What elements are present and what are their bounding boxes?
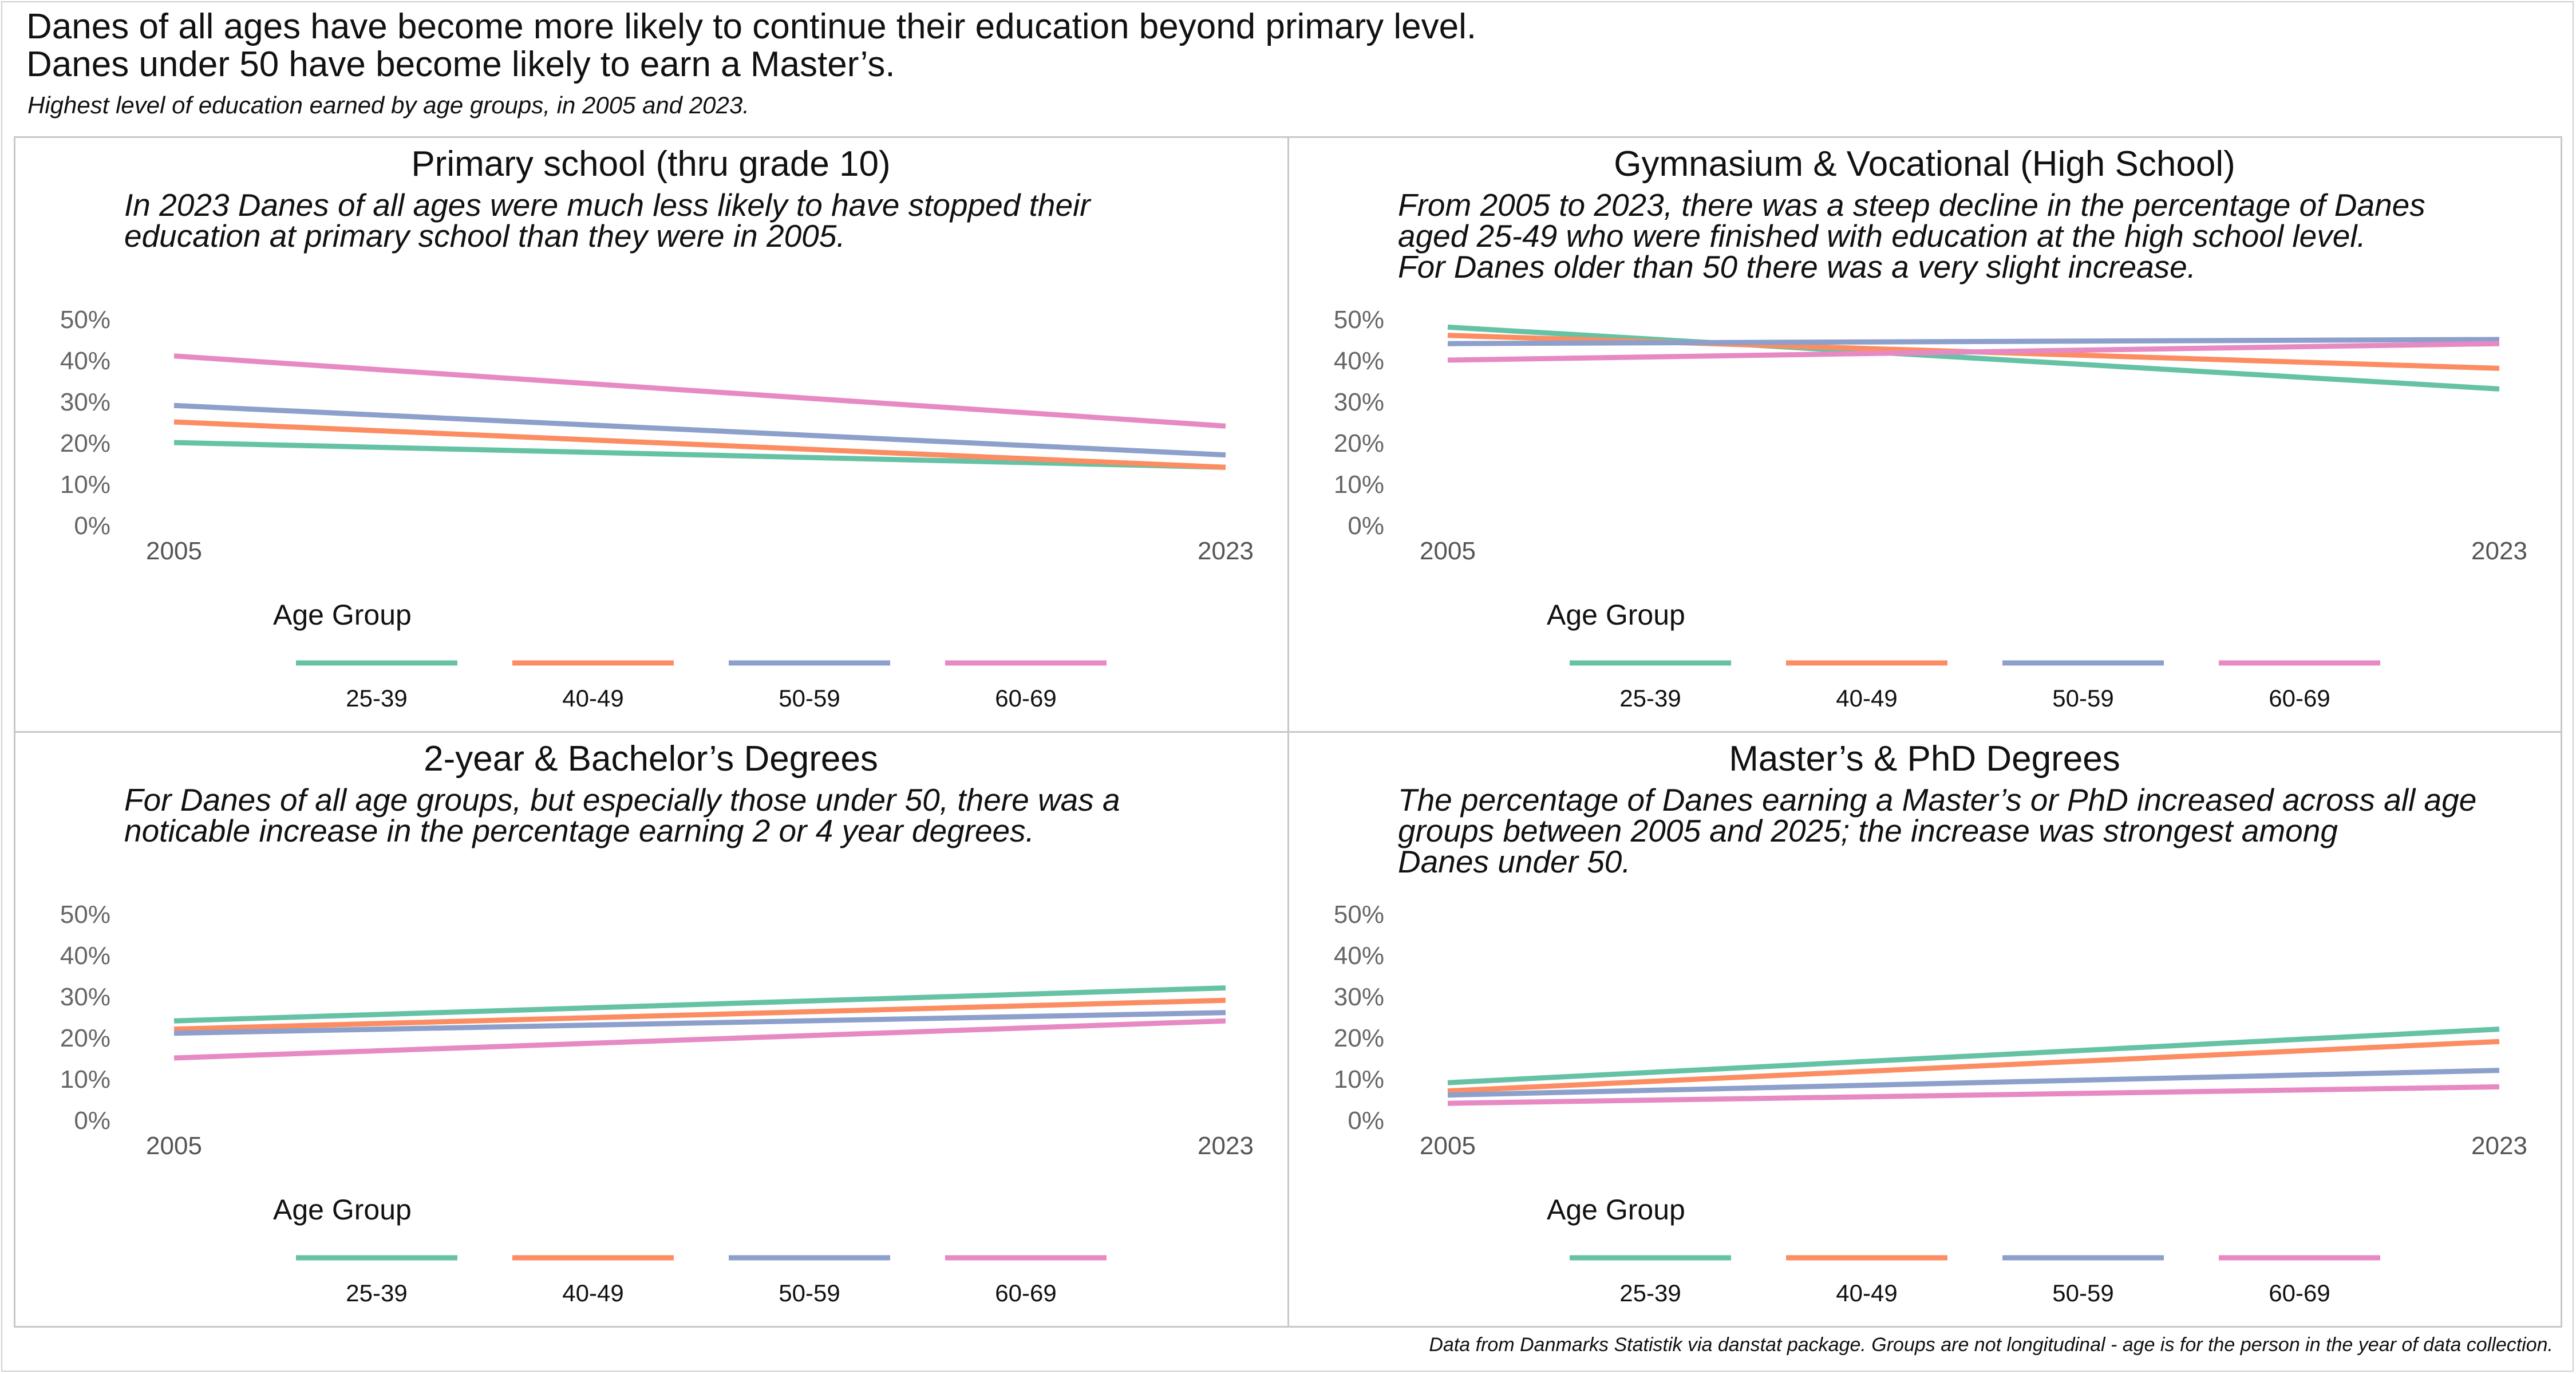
headline-line-2: Danes under 50 have become likely to ear… [26, 45, 895, 84]
legend-label: 60-69 [2269, 685, 2330, 712]
series-line-40-49 [173, 419, 1226, 470]
series-line-25-39 [1447, 1026, 2500, 1085]
legend-title: Age Group [273, 1194, 412, 1226]
series-line-50-59 [173, 1010, 1226, 1036]
source-caption: Data from Danmarks Statistik via danstat… [1429, 1334, 2553, 1356]
panel-title: Master’s & PhD Degrees [1729, 739, 2120, 779]
legend-label: 25-39 [346, 685, 407, 712]
legend-label: 60-69 [2269, 1280, 2330, 1306]
series-line-60-69 [1447, 1084, 2500, 1106]
y-tick-label: 50% [1334, 901, 1384, 929]
legend-label: 25-39 [346, 1280, 407, 1306]
legend-title: Age Group [1547, 599, 1685, 631]
y-tick-label: 20% [1334, 1024, 1384, 1052]
x-tick-label: 2023 [1198, 537, 1254, 565]
panel-bachelors: 2-year & Bachelor’s Degrees For Danes of … [14, 731, 1289, 1328]
y-tick-label: 0% [1348, 512, 1384, 540]
x-tick-label: 2005 [1420, 537, 1476, 565]
panel-annotation-line: aged 25-49 who were finished with educat… [1398, 218, 2366, 254]
series-line-60-69 [173, 1018, 1226, 1061]
legend-label: 60-69 [995, 1280, 1056, 1306]
series-line-25-39 [1447, 324, 2500, 392]
panel-primary-school: Primary school (thru grade 10) In 2023 Da… [14, 136, 1289, 733]
headline-line-1: Danes of all ages have become more likel… [26, 7, 1477, 46]
y-tick-label: 10% [1334, 1065, 1384, 1093]
legend-label: 25-39 [1619, 1280, 1681, 1306]
legend-label: 50-59 [779, 1280, 840, 1306]
series-line-25-39 [173, 985, 1226, 1024]
panel-annotation-line: groups between 2005 and 2025; the increa… [1398, 813, 2338, 848]
y-tick-label: 10% [1334, 471, 1384, 499]
panel-annotation-line: Danes under 50. [1398, 844, 1631, 879]
series-line-50-59 [1447, 1068, 2500, 1098]
legend-label: 50-59 [779, 685, 840, 712]
y-tick-label: 0% [1348, 1107, 1384, 1135]
y-tick-label: 50% [1334, 306, 1384, 334]
panel-annotation-line: For Danes older than 50 there was a very… [1398, 249, 2196, 285]
legend-label: 25-39 [1619, 685, 1681, 712]
y-tick-label: 0% [74, 512, 110, 540]
panel-title: 2-year & Bachelor’s Degrees [424, 739, 878, 779]
panel-annotation-line: education at primary school than they we… [124, 218, 846, 254]
y-tick-label: 0% [74, 1107, 110, 1135]
y-tick-label: 30% [60, 983, 110, 1011]
x-tick-label: 2005 [146, 1132, 202, 1160]
y-tick-label: 20% [1334, 429, 1384, 457]
y-tick-label: 50% [60, 901, 110, 929]
series-line-40-49 [1447, 1039, 2500, 1094]
y-tick-label: 40% [60, 942, 110, 970]
y-tick-label: 40% [1334, 347, 1384, 375]
y-tick-label: 30% [60, 388, 110, 416]
panel-annotation-line: For Danes of all age groups, but especia… [124, 782, 1120, 818]
x-tick-label: 2005 [1420, 1132, 1476, 1160]
series-line-60-69 [1447, 341, 2500, 363]
panel-annotation-line: The percentage of Danes earning a Master… [1398, 782, 2476, 818]
x-tick-label: 2023 [2471, 537, 2527, 565]
legend-label: 50-59 [2052, 1280, 2113, 1306]
panel-title: Primary school (thru grade 10) [411, 144, 890, 184]
subtitle: Highest level of education earned by age… [27, 92, 749, 119]
legend-label: 40-49 [1836, 685, 1897, 712]
y-tick-label: 30% [1334, 388, 1384, 416]
series-line-50-59 [173, 402, 1226, 458]
x-tick-label: 2023 [2471, 1132, 2527, 1160]
panel-high-school: Gymnasium & Vocational (High School) From… [1287, 136, 2562, 733]
legend-label: 40-49 [562, 1280, 623, 1306]
legend-label: 40-49 [562, 685, 623, 712]
y-tick-label: 20% [60, 1024, 110, 1052]
panel-masters-phd: Master’s & PhD Degrees The percentage of … [1287, 731, 2562, 1328]
series-line-60-69 [173, 353, 1226, 429]
x-tick-label: 2023 [1198, 1132, 1254, 1160]
legend-label: 50-59 [2052, 685, 2113, 712]
legend-label: 60-69 [995, 685, 1056, 712]
y-tick-label: 30% [1334, 983, 1384, 1011]
chart-high-school: Gymnasium & Vocational (High School)From… [1334, 144, 2527, 712]
legend-title: Age Group [273, 599, 412, 631]
y-tick-label: 10% [60, 471, 110, 499]
series-line-40-49 [173, 997, 1226, 1032]
x-tick-label: 2005 [146, 537, 202, 565]
y-tick-label: 20% [60, 429, 110, 457]
panel-annotation-line: noticable increase in the percentage ear… [124, 813, 1034, 848]
chart-primary-school: Primary school (thru grade 10)In 2023 Da… [60, 144, 1254, 712]
panel-annotation-line: In 2023 Danes of all ages were much less… [124, 187, 1092, 223]
panel-annotation-line: From 2005 to 2023, there was a steep dec… [1398, 187, 2425, 223]
panel-title: Gymnasium & Vocational (High School) [1614, 144, 2235, 184]
series-line-25-39 [173, 440, 1226, 470]
y-tick-label: 40% [60, 347, 110, 375]
series-line-50-59 [1447, 337, 2500, 346]
y-tick-label: 50% [60, 306, 110, 334]
y-tick-label: 10% [60, 1065, 110, 1093]
y-tick-label: 40% [1334, 942, 1384, 970]
legend-label: 40-49 [1836, 1280, 1897, 1306]
legend-title: Age Group [1547, 1194, 1685, 1226]
